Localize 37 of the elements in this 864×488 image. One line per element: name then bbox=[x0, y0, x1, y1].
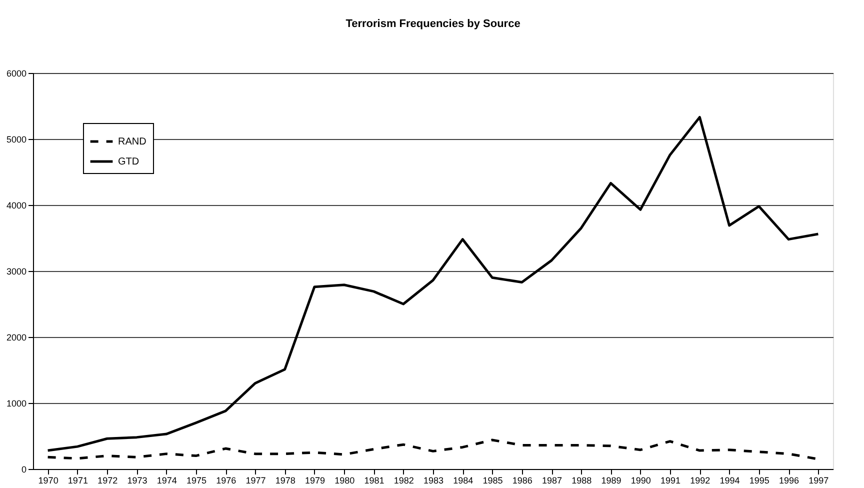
x-tick-label: 1977 bbox=[246, 476, 266, 486]
legend-label: GTD bbox=[118, 156, 140, 168]
x-tick-label: 1978 bbox=[275, 476, 296, 486]
x-tick-label: 1983 bbox=[423, 476, 444, 486]
x-tick-label: 1972 bbox=[98, 476, 118, 486]
x-tick-label: 1996 bbox=[779, 476, 800, 486]
chart-title: Terrorism Frequencies by Source bbox=[346, 18, 520, 30]
x-tick-label: 1974 bbox=[156, 476, 177, 486]
y-tick-label: 1000 bbox=[6, 398, 26, 408]
x-tick-label: 1975 bbox=[186, 476, 206, 486]
x-tick-label: 1973 bbox=[127, 476, 148, 486]
x-tick-label: 1995 bbox=[749, 476, 770, 486]
x-tick-label: 1997 bbox=[808, 476, 829, 486]
y-tick-label: 4000 bbox=[6, 200, 26, 210]
x-tick-label: 1986 bbox=[512, 476, 532, 486]
y-tick-label: 0 bbox=[21, 464, 26, 474]
x-tick-label: 1987 bbox=[542, 476, 562, 486]
y-tick-label: 2000 bbox=[6, 332, 26, 342]
x-tick-label: 1982 bbox=[394, 476, 414, 486]
y-tick-label: 6000 bbox=[6, 68, 26, 78]
y-tick-label: 5000 bbox=[6, 134, 26, 144]
y-tick-label: 3000 bbox=[6, 266, 26, 276]
x-tick-label: 1991 bbox=[660, 476, 681, 486]
x-tick-label: 1989 bbox=[601, 476, 622, 486]
x-tick-label: 1970 bbox=[38, 476, 58, 486]
x-tick-label: 1992 bbox=[690, 476, 710, 486]
x-tick-label: 1979 bbox=[304, 476, 325, 486]
x-tick-label: 1976 bbox=[216, 476, 236, 486]
x-tick-label: 1985 bbox=[482, 476, 503, 486]
legend-label: RAND bbox=[118, 136, 146, 148]
x-tick-label: 1971 bbox=[68, 476, 88, 486]
x-tick-label: 1980 bbox=[334, 476, 355, 486]
x-tick-label: 1984 bbox=[453, 476, 474, 486]
x-tick-label: 1988 bbox=[572, 476, 592, 486]
x-tick-label: 1990 bbox=[630, 476, 651, 486]
x-tick-label: 1981 bbox=[364, 476, 384, 486]
x-tick-label: 1994 bbox=[720, 476, 740, 486]
